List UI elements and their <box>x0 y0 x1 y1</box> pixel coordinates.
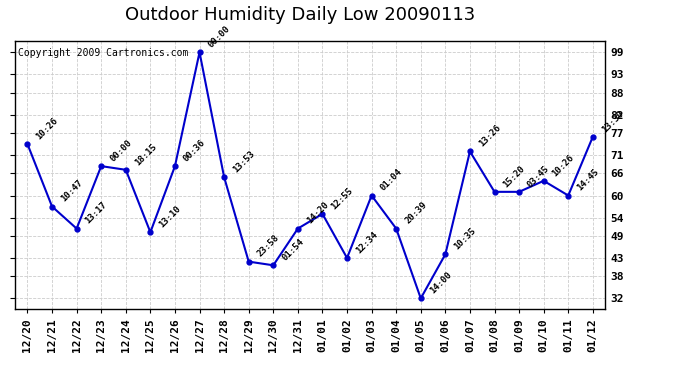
Text: 01:54: 01:54 <box>280 237 306 262</box>
Text: Copyright 2009 Cartronics.com: Copyright 2009 Cartronics.com <box>18 48 188 58</box>
Text: 12:55: 12:55 <box>329 186 355 211</box>
Text: 01:04: 01:04 <box>379 167 404 193</box>
Text: 13:10: 13:10 <box>157 204 183 230</box>
Text: 23:58: 23:58 <box>256 234 281 259</box>
Text: 13:53: 13:53 <box>231 149 257 174</box>
Text: Outdoor Humidity Daily Low 20090113: Outdoor Humidity Daily Low 20090113 <box>125 6 475 24</box>
Text: 10:47: 10:47 <box>59 178 84 204</box>
Text: 15:20: 15:20 <box>502 164 527 189</box>
Text: 13:17: 13:17 <box>83 200 109 226</box>
Text: 00:00: 00:00 <box>206 24 232 50</box>
Text: 13:26: 13:26 <box>477 123 502 148</box>
Text: 18:15: 18:15 <box>132 142 158 167</box>
Text: 10:35: 10:35 <box>453 226 477 252</box>
Text: 10:26: 10:26 <box>551 153 576 178</box>
Text: 14:20: 14:20 <box>305 200 331 226</box>
Text: 20:39: 20:39 <box>403 200 428 226</box>
Text: 12:34: 12:34 <box>354 230 380 255</box>
Text: 13:30: 13:30 <box>600 109 625 134</box>
Text: 10:26: 10:26 <box>34 116 60 141</box>
Text: 00:36: 00:36 <box>182 138 207 164</box>
Text: 14:00: 14:00 <box>428 270 453 296</box>
Text: 03:45: 03:45 <box>526 164 551 189</box>
Text: 00:00: 00:00 <box>108 138 134 164</box>
Text: 14:45: 14:45 <box>575 167 600 193</box>
